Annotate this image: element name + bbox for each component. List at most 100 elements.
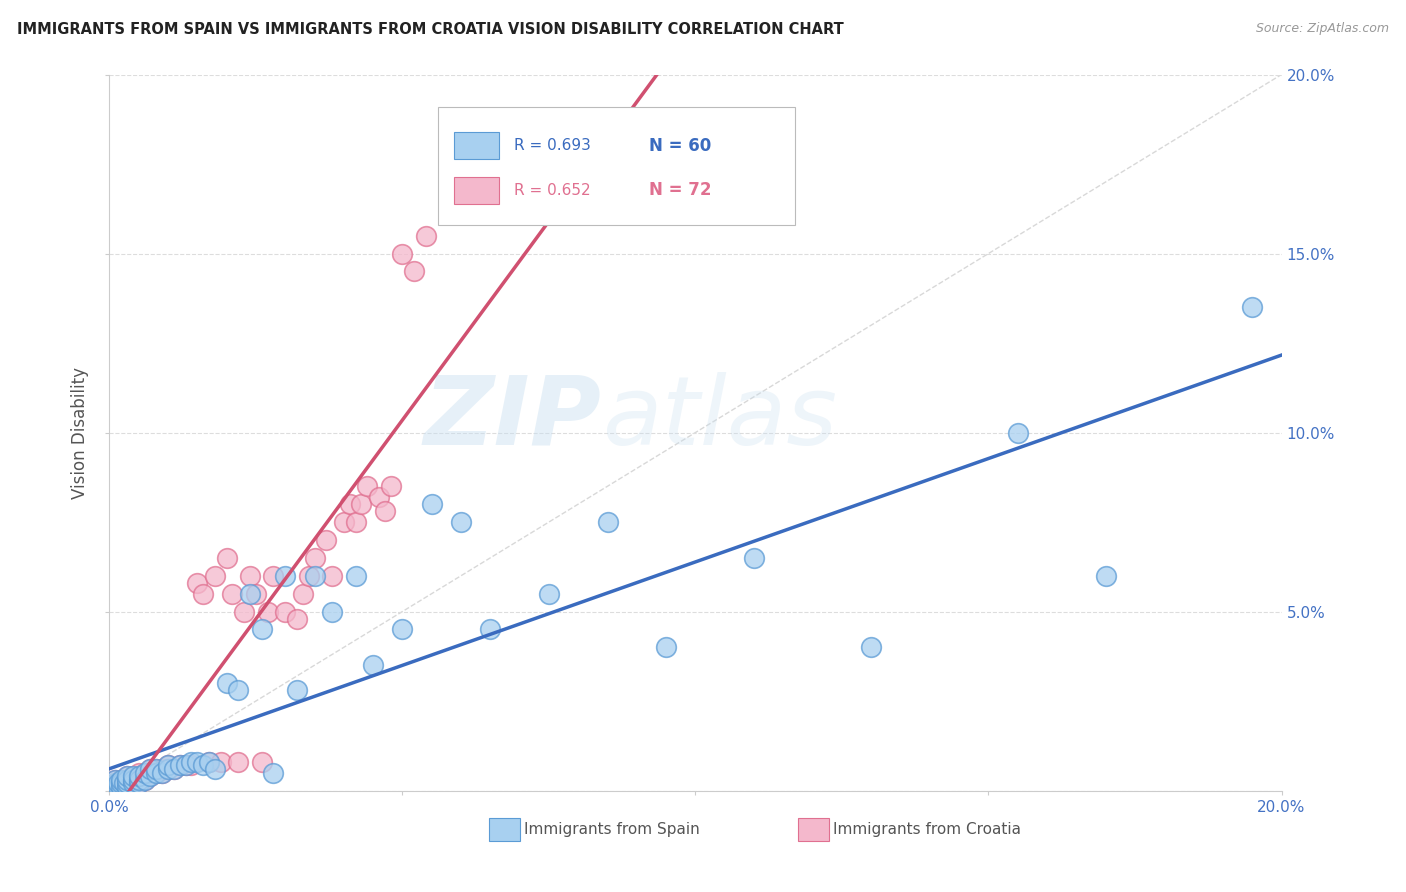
Point [742, 550, 765, 565]
Point [104, 776, 127, 790]
Point [204, 568, 226, 582]
Point [107, 776, 129, 790]
Point [150, 765, 173, 780]
Point [304, 568, 326, 582]
Point [156, 762, 179, 776]
Point [537, 587, 560, 601]
Point [128, 776, 150, 790]
Text: Source: ZipAtlas.com: Source: ZipAtlas.com [1256, 22, 1389, 36]
Point [139, 769, 162, 783]
Point [134, 765, 156, 780]
Point [115, 776, 138, 790]
Point [104, 780, 127, 794]
Point [1007, 425, 1029, 440]
FancyBboxPatch shape [437, 107, 794, 225]
Point [104, 772, 127, 787]
Point [145, 765, 167, 780]
Point [350, 497, 373, 511]
Point [104, 780, 127, 794]
Point [186, 755, 208, 769]
Point [128, 769, 150, 783]
Point [404, 264, 426, 278]
Y-axis label: Vision Disability: Vision Disability [72, 367, 89, 499]
Point [115, 776, 138, 790]
Point [174, 758, 197, 772]
Point [115, 769, 138, 783]
Point [121, 776, 143, 790]
Point [128, 776, 150, 790]
Point [420, 497, 443, 511]
Point [134, 772, 156, 787]
Point [391, 246, 413, 260]
Point [415, 228, 437, 243]
Point [191, 587, 214, 601]
Point [139, 765, 162, 780]
Point [239, 568, 262, 582]
Point [226, 755, 249, 769]
Point [121, 780, 143, 794]
Point [333, 515, 356, 529]
Point [174, 758, 197, 772]
FancyBboxPatch shape [454, 177, 499, 204]
Point [209, 755, 232, 769]
Text: ZIP: ZIP [423, 372, 602, 465]
Point [104, 776, 127, 790]
Point [128, 772, 150, 787]
Point [304, 550, 326, 565]
Point [150, 762, 173, 776]
Point [291, 587, 314, 601]
Point [101, 780, 124, 794]
Point [245, 587, 267, 601]
Point [110, 772, 132, 787]
Point [163, 762, 186, 776]
Point [163, 762, 186, 776]
Point [450, 515, 472, 529]
Text: N = 60: N = 60 [648, 136, 711, 155]
Point [110, 776, 132, 790]
Point [380, 479, 402, 493]
Point [107, 780, 129, 794]
Point [110, 780, 132, 794]
Point [655, 640, 678, 655]
Point [263, 568, 285, 582]
Point [139, 762, 162, 776]
Point [121, 776, 143, 790]
Point [134, 769, 156, 783]
Point [250, 623, 273, 637]
Point [121, 772, 143, 787]
Point [239, 587, 262, 601]
Point [101, 780, 124, 794]
Point [128, 765, 150, 780]
Point [121, 769, 143, 783]
Point [315, 533, 337, 547]
Point [110, 776, 132, 790]
FancyBboxPatch shape [454, 132, 499, 160]
Point [115, 769, 138, 783]
Point [204, 762, 226, 776]
Point [150, 765, 173, 780]
Point [100, 780, 122, 794]
Point [134, 772, 156, 787]
Point [198, 755, 221, 769]
Text: R = 0.652: R = 0.652 [513, 183, 591, 198]
Point [274, 605, 297, 619]
Point [107, 776, 129, 790]
Point [274, 568, 297, 582]
Text: R = 0.693: R = 0.693 [513, 138, 591, 153]
Point [145, 762, 167, 776]
Point [298, 568, 321, 582]
Point [139, 762, 162, 776]
Point [156, 762, 179, 776]
Point [110, 780, 132, 794]
Point [107, 780, 129, 794]
Point [263, 765, 285, 780]
Point [596, 515, 619, 529]
Point [139, 769, 162, 783]
Point [339, 497, 361, 511]
Point [169, 758, 191, 772]
Point [110, 772, 132, 787]
Point [198, 755, 221, 769]
Point [115, 772, 138, 787]
Point [860, 640, 883, 655]
Point [215, 550, 238, 565]
